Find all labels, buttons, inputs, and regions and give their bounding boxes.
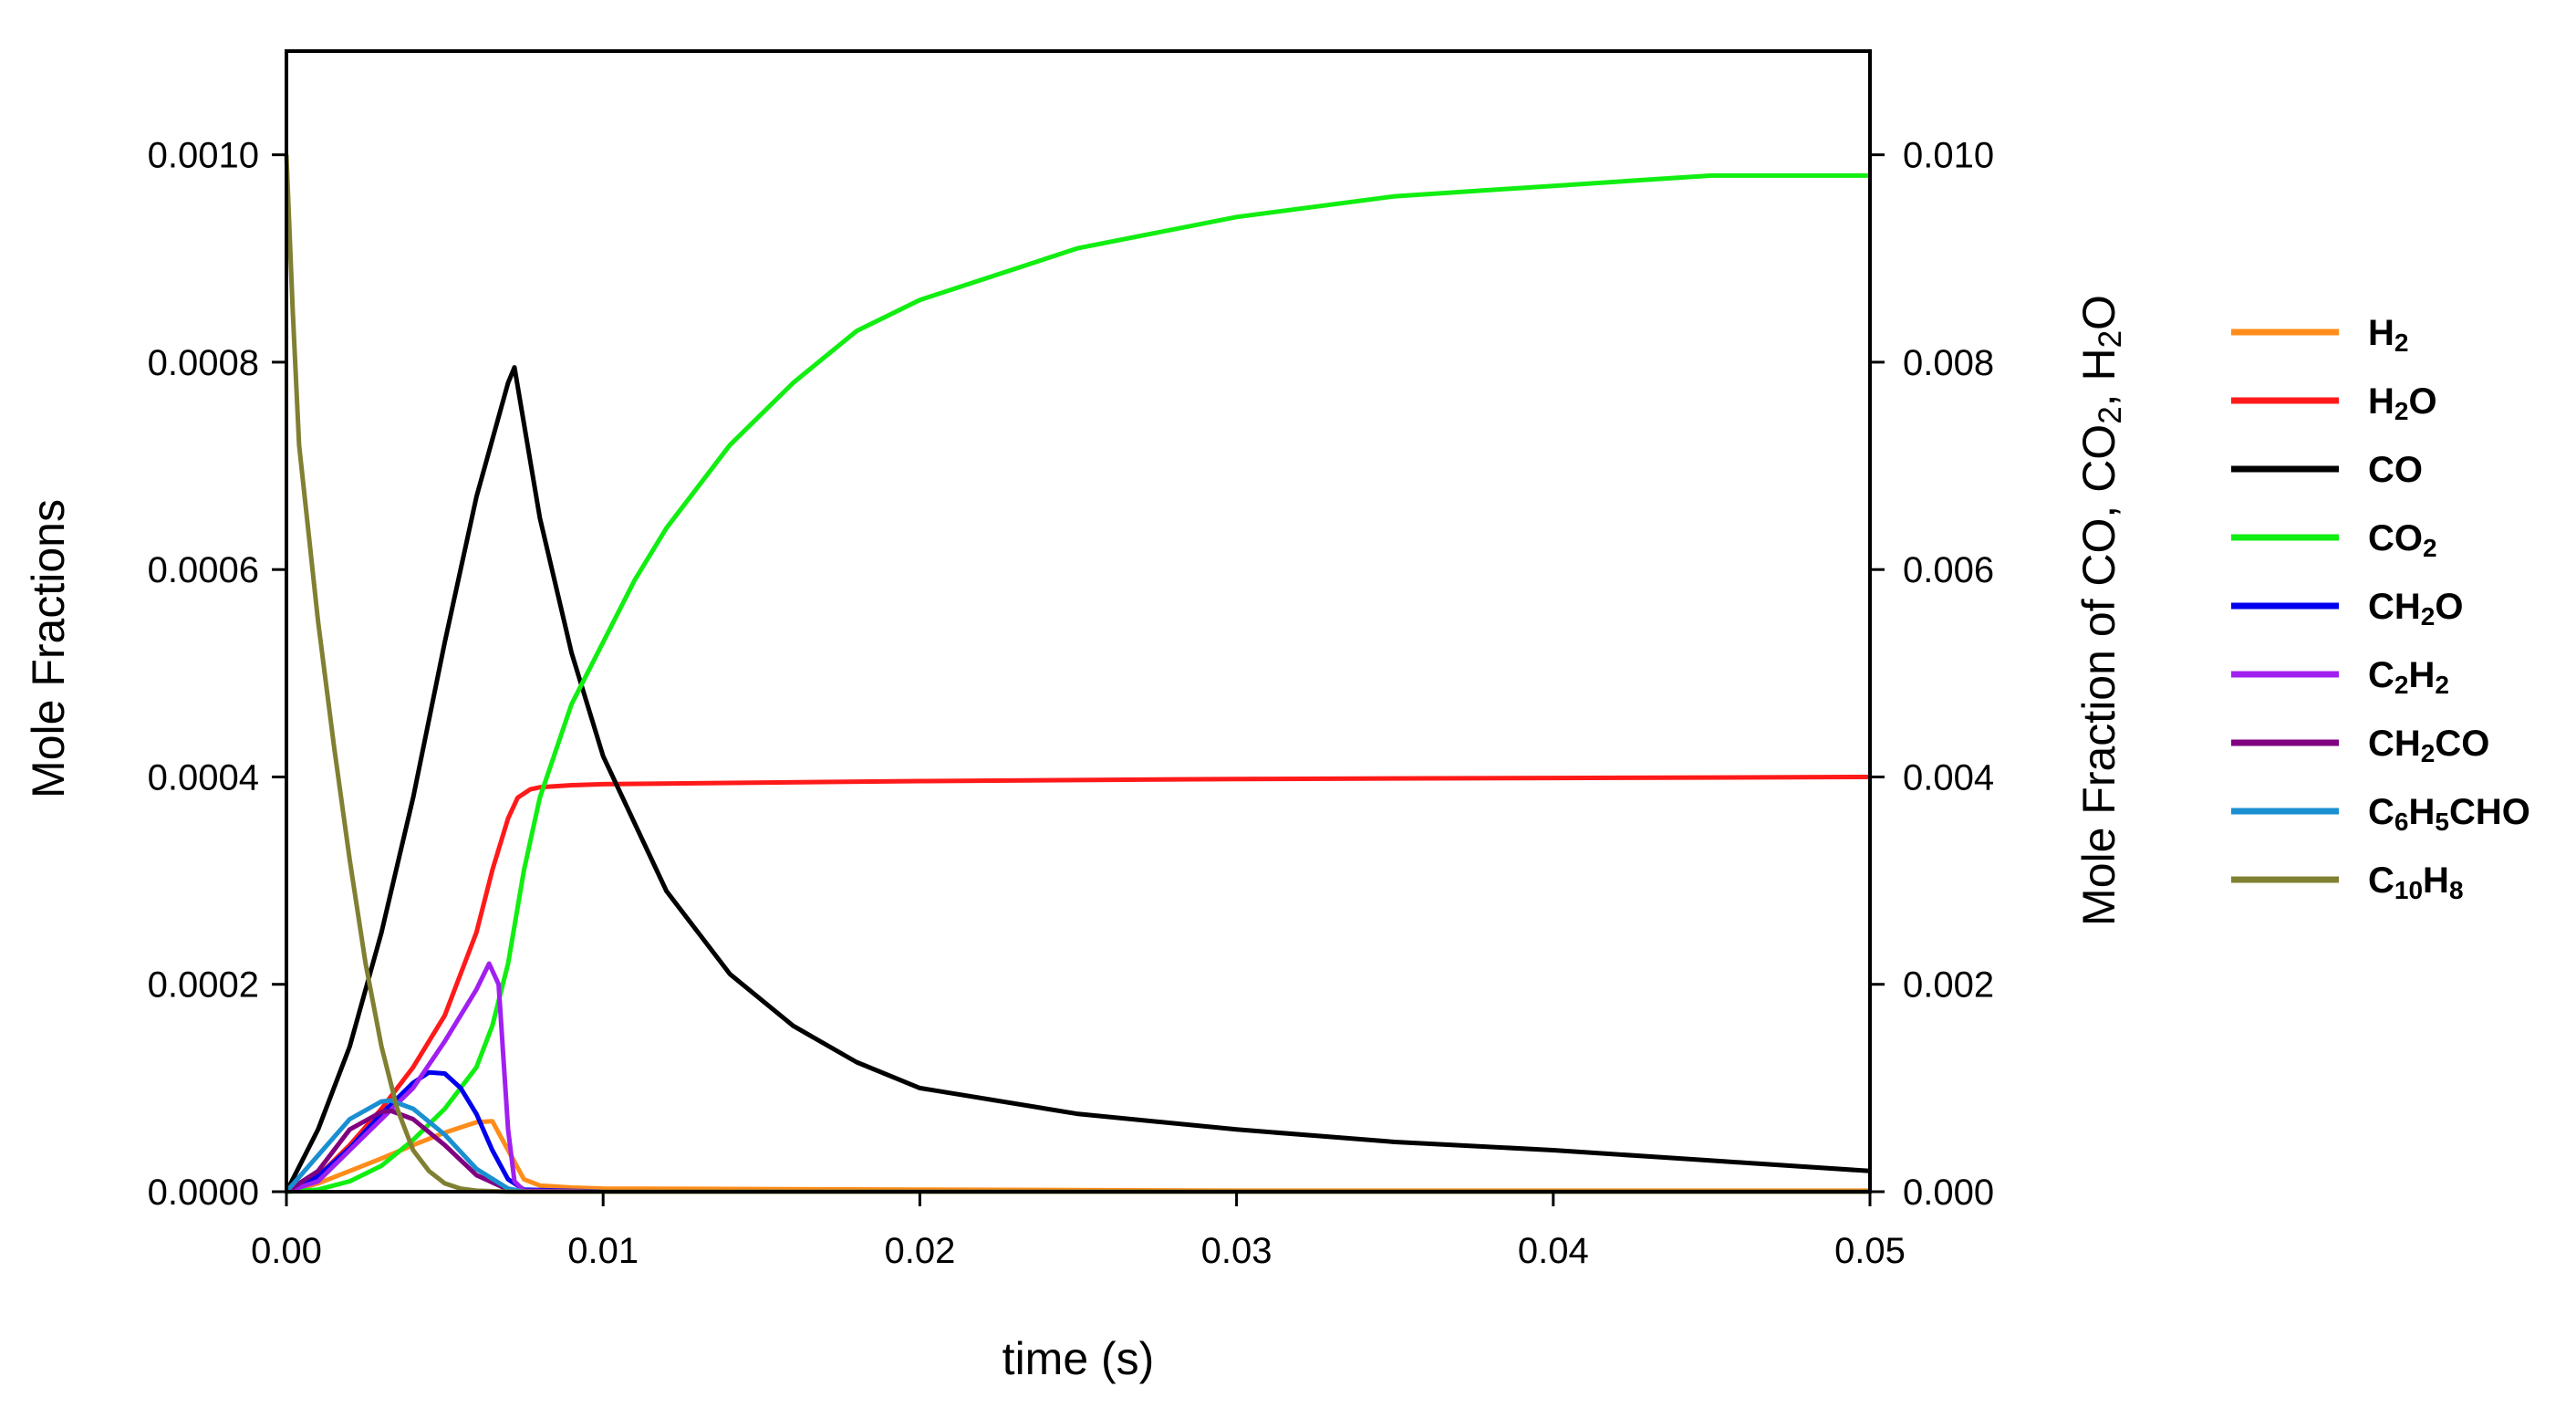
legend-item-c2h2: C2H2 <box>2231 655 2449 699</box>
x-tick-label: 0.03 <box>1201 1231 1272 1271</box>
series-line-co <box>284 365 1871 1194</box>
legend-label: CO2 <box>2368 518 2437 562</box>
y-tick-label: 0.0000 <box>148 1173 259 1213</box>
series-line-h2o <box>285 775 1871 1194</box>
series-line-ch2o <box>285 1069 1870 1194</box>
legend-item-c6h5cho: C6H5CHO <box>2231 792 2530 836</box>
legend-item-h2: H2 <box>2231 313 2408 357</box>
x-tick-label: 0.05 <box>1834 1231 1906 1271</box>
legend-label: C2H2 <box>2368 655 2449 699</box>
legend-label: CH2CO <box>2368 724 2489 767</box>
legend-label: C10H8 <box>2368 860 2464 904</box>
series-line-c10h8 <box>284 154 1870 1194</box>
legend-item-h2o: H2O <box>2231 381 2437 425</box>
x-tick-label: 0.02 <box>884 1231 955 1271</box>
legend-label: CH2O <box>2368 587 2463 631</box>
y2-tick-label: 0.002 <box>1903 965 1994 1006</box>
x-tick-label: 0.04 <box>1518 1231 1589 1271</box>
legend-label: H2 <box>2368 313 2408 357</box>
y-tick-label: 0.0002 <box>148 965 259 1006</box>
x-axis-title: time (s) <box>1002 1333 1155 1384</box>
y2-tick-label: 0.006 <box>1903 550 1994 590</box>
x-tick-label: 0.01 <box>567 1231 639 1271</box>
legend-item-co: CO <box>2231 450 2423 490</box>
legend-item-c10h8: C10H8 <box>2231 860 2464 904</box>
y2-tick-label: 0.010 <box>1903 136 1994 176</box>
y-tick-label: 0.0010 <box>148 136 259 176</box>
y-axis-right: 0.000 0.002 0.004 0.006 0.008 0.010 <box>1870 136 1994 1213</box>
series-lines <box>284 154 1871 1194</box>
y2-tick-label: 0.000 <box>1903 1173 1994 1213</box>
legend-label: H2O <box>2368 381 2437 425</box>
y-tick-label: 0.0004 <box>148 757 259 798</box>
y2-tick-label: 0.008 <box>1903 343 1994 383</box>
y-tick-label: 0.0008 <box>148 343 259 383</box>
legend: H2 H2O CO CO2 CH2O C2H2 CH2CO C6H5CHO C10H8 <box>2231 313 2530 904</box>
legend-label: CO <box>2368 450 2423 490</box>
series-line-co2 <box>286 172 1870 1194</box>
y2-axis-title: Mole Fraction of CO, CO2, H2O <box>2073 295 2128 926</box>
x-axis: 0.00 0.01 0.02 0.03 0.04 0.05 <box>251 1192 1906 1271</box>
legend-item-co2: CO2 <box>2231 518 2437 562</box>
y-tick-label: 0.0006 <box>148 550 259 590</box>
plot-frame <box>285 49 1872 1194</box>
legend-item-ch2co: CH2CO <box>2231 724 2489 767</box>
y2-tick-label: 0.004 <box>1903 757 1994 798</box>
y-axis-left: 0.0000 0.0002 0.0004 0.0006 0.0008 0.0010 <box>148 136 286 1213</box>
x-tick-label: 0.00 <box>251 1231 322 1271</box>
y-axis-title: Mole Fractions <box>23 499 74 798</box>
legend-label: C6H5CHO <box>2368 792 2530 836</box>
legend-item-ch2o: CH2O <box>2231 587 2463 631</box>
